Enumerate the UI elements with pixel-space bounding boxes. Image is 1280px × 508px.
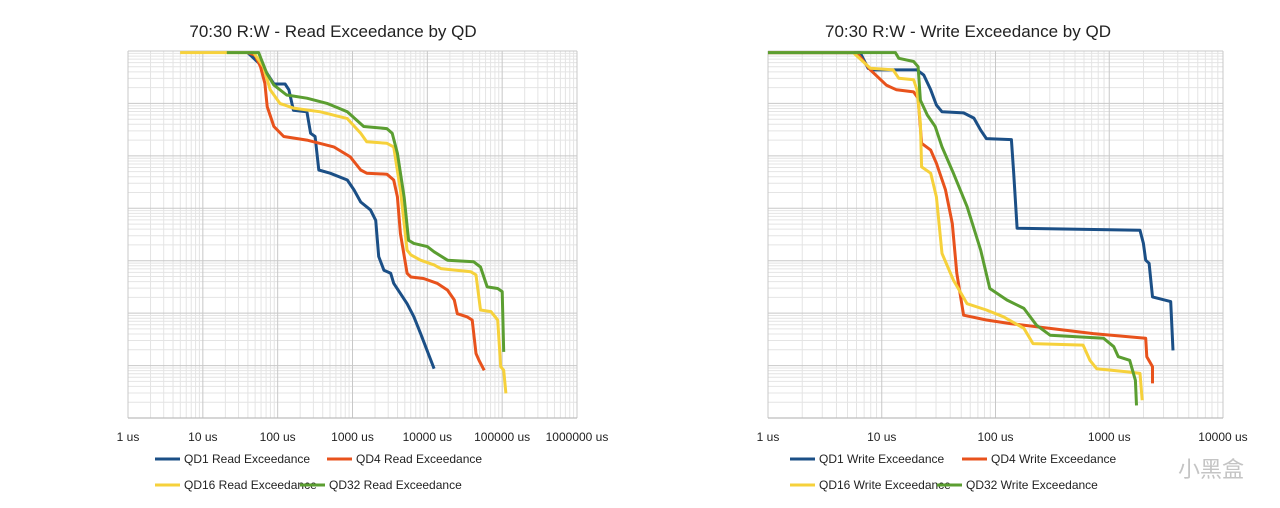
chart-1: 70:30 R:W - Read Exceedance by QD 1 us 10 …	[117, 22, 609, 492]
legend: QD1 Read Exceedance QD4 Read Exceedance QD…	[155, 452, 482, 492]
x-tick-label: 10 us	[188, 430, 217, 444]
x-tick-label: 1000 us	[331, 430, 374, 444]
x-tick-label: 100 us	[260, 430, 296, 444]
x-tick-label: 10000 us	[1198, 430, 1247, 444]
legend-label: QD4 Read Exceedance	[356, 452, 482, 466]
gridlines	[767, 50, 1224, 419]
legend-label: QD1 Read Exceedance	[184, 452, 310, 466]
x-tick-label: 10 us	[867, 430, 896, 444]
legend-label: QD16 Write Exceedance	[819, 478, 951, 492]
chart-title: 70:30 R:W - Write Exceedance by QD	[825, 22, 1111, 41]
legend-label: QD32 Write Exceedance	[966, 478, 1098, 492]
series-line-qd32-read-exceedance	[226, 51, 506, 352]
series-line-qd1-write-exceedance	[768, 51, 1175, 351]
legend-label: QD32 Read Exceedance	[329, 478, 462, 492]
series-line-qd16-write-exceedance	[768, 51, 1144, 401]
legend-label: QD4 Write Exceedance	[991, 452, 1116, 466]
watermark: 小黑盒	[1178, 458, 1245, 483]
x-tick-label: 100 us	[977, 430, 1013, 444]
gridlines	[127, 50, 578, 419]
x-tick-label: 1000 us	[1088, 430, 1131, 444]
legend-label: QD16 Read Exceedance	[184, 478, 317, 492]
series-line-qd4-write-exceedance	[768, 51, 1154, 384]
x-tick-label: 10000 us	[403, 430, 452, 444]
series-line-qd4-read-exceedance	[247, 51, 486, 371]
legend: QD1 Write Exceedance QD4 Write Exceedance…	[790, 452, 1116, 492]
series-line-qd16-read-exceedance	[180, 51, 508, 394]
x-tick-label: 100000 us	[474, 430, 530, 444]
series-line-qd1-read-exceedance	[246, 51, 436, 370]
x-tick-label: 1 us	[757, 430, 780, 444]
x-tick-label: 1000000 us	[546, 430, 609, 444]
x-tick-label: 1 us	[117, 430, 140, 444]
chart-title: 70:30 R:W - Read Exceedance by QD	[189, 22, 476, 41]
legend-label: QD1 Write Exceedance	[819, 452, 944, 466]
series-line-qd32-write-exceedance	[768, 51, 1138, 406]
chart-2: 70:30 R:W - Write Exceedance by QD 1 us 10…	[757, 22, 1248, 492]
